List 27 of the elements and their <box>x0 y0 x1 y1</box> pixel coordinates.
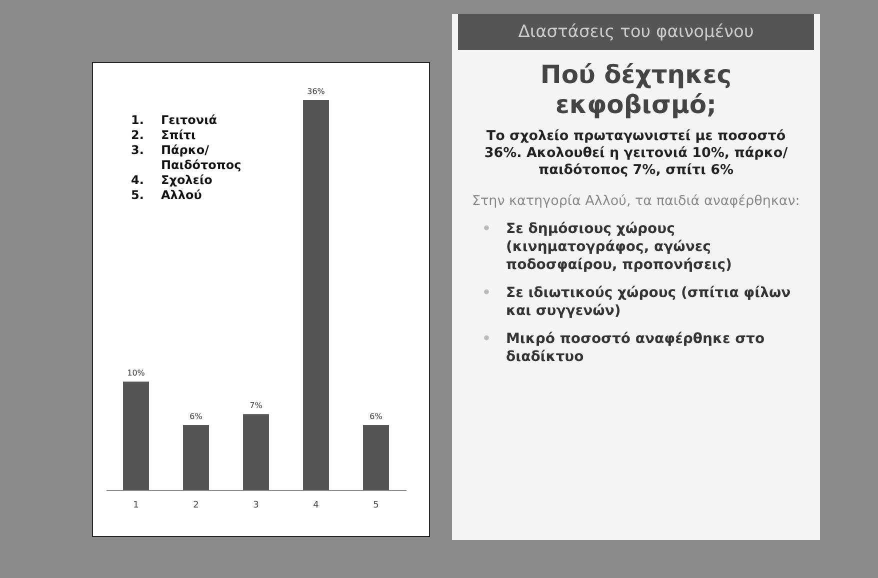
x-tick-label: 3 <box>253 500 259 510</box>
text: 4. Σχολείο <box>131 173 212 187</box>
data-label: 7% <box>250 401 263 410</box>
bar <box>363 425 389 490</box>
bar <box>303 100 329 490</box>
data-label: 6% <box>190 412 203 421</box>
text: 5. Αλλού <box>131 188 202 202</box>
data-label: 6% <box>370 412 383 421</box>
text: Το σχολείο πρωταγωνιστεί με ποσοστό 36%. Ακολουθεί η γειτονιά 10%, πάρκο/παιδότοπος 7%, σπίτι 6% <box>483 128 789 179</box>
text: 3. Πάρκο/ Παιδότοπος <box>131 143 242 172</box>
bar <box>123 382 149 490</box>
bar <box>243 414 269 490</box>
data-label: 36% <box>307 87 326 96</box>
text: • Σε δημόσιους χώρους (κινηματογράφος, αγώνες ποδοσφαίρου, προπονήσεις) <box>482 220 733 274</box>
text: Πού δέχτηκες εκφοβισμό; <box>539 60 733 120</box>
text: 1. Γειτονιά <box>131 113 217 127</box>
data-label: 10% <box>127 368 146 378</box>
text: Στην κατηγορία Αλλού, τα παιδιά αναφέρθηκαν: <box>472 193 800 210</box>
x-tick-label: 2 <box>193 500 199 510</box>
x-tick-label: 5 <box>373 500 379 510</box>
x-tick-label: 1 <box>133 500 139 510</box>
text: Διαστάσεις του φαινομένου <box>458 14 814 50</box>
x-tick-label: 4 <box>313 500 320 510</box>
bar <box>183 425 209 490</box>
text: 2. Σπίτι <box>131 128 196 142</box>
text: • Μικρό ποσοστό αναφέρθηκε στο διαδίκτυο <box>482 330 766 366</box>
text: • Σε ιδιωτικούς χώρους (σπίτια φίλων και συγγενών) <box>482 284 792 320</box>
